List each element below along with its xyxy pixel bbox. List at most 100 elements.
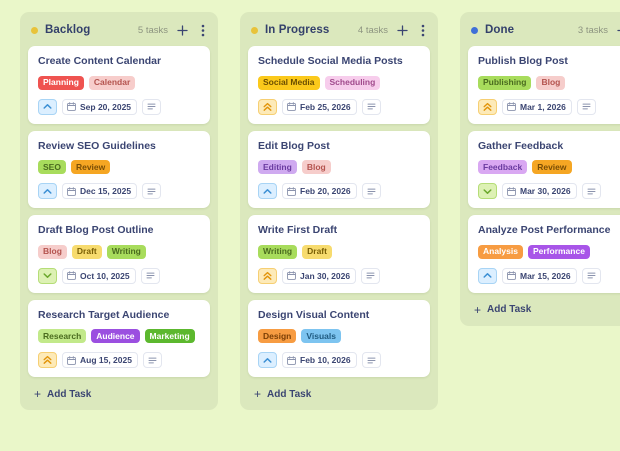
due-date-chip[interactable]: Jan 30, 2026 [282,267,357,284]
chevrons-up-icon[interactable] [258,98,277,115]
task-meta: Mar 15, 2026 [478,267,620,284]
description-lines-icon[interactable] [581,183,601,200]
tag-badge[interactable]: Performance [527,244,590,259]
description-lines-icon[interactable] [576,98,596,115]
due-date-text: Mar 30, 2026 [520,186,571,197]
plus-icon: + [474,302,482,317]
tag-badge[interactable]: Scheduling [324,75,381,90]
tag-badge[interactable]: Editing [258,160,297,175]
tag-badge[interactable]: Draft [71,244,102,259]
add-task-button[interactable]: + Add Task [28,386,210,401]
column-status-dot [251,26,258,34]
task-card[interactable]: Analyze Post Performance Analysis Performa… [468,215,620,293]
task-card[interactable]: Edit Blog Post Editing Blog Feb 20, 2026 [248,130,430,209]
add-task-label: Add Task [487,304,532,316]
tag-badge[interactable]: Audience [91,329,140,344]
task-card[interactable]: Schedule Social Media Posts Social Media S… [248,46,430,124]
chevrons-up-icon[interactable] [478,98,497,115]
tag-badge[interactable]: Feedback [478,160,528,175]
description-lines-icon[interactable] [142,183,162,200]
column-header: Backlog 5 tasks [28,21,210,37]
task-card[interactable]: Gather Feedback Feedback Review Mar 30, 202… [468,130,620,209]
calendar-icon [287,102,296,112]
chevron-up-icon[interactable] [258,183,277,200]
task-title: Design Visual Content [258,308,370,321]
task-card[interactable]: Write First Draft Writing Draft Jan 30, 202… [248,215,430,293]
due-date-chip[interactable]: Feb 10, 2026 [282,352,357,369]
column-header: Done 3 tasks [468,21,620,37]
tag-badge[interactable]: Research [38,329,87,344]
due-date-chip[interactable]: Aug 15, 2025 [62,352,138,369]
task-card[interactable]: Publish Blog Post Publishing Blog Mar 1, 20… [468,46,620,124]
description-lines-icon[interactable] [361,267,381,284]
chevron-up-icon[interactable] [478,267,497,284]
task-meta: Sep 20, 2025 [38,98,201,115]
description-lines-icon[interactable] [361,98,381,115]
chevron-down-icon[interactable] [38,267,57,284]
due-date-chip[interactable]: Sep 20, 2025 [62,98,138,115]
tag-list: Editing Blog [258,160,421,175]
task-meta: Mar 30, 2026 [478,183,620,200]
tag-badge[interactable]: Draft [302,244,332,259]
chevron-up-icon[interactable] [38,183,57,200]
due-date-chip[interactable]: Dec 15, 2025 [62,183,138,200]
due-date-chip[interactable]: Feb 25, 2026 [282,98,357,115]
chevron-down-icon[interactable] [478,183,497,200]
task-title: Publish Blog Post [478,55,568,67]
chevron-up-icon[interactable] [258,352,277,369]
task-card[interactable]: Draft Blog Post Outline Blog Draft Writing O… [28,215,210,293]
description-lines-icon[interactable] [361,183,381,200]
tag-badge[interactable]: Review [532,160,572,175]
tag-badge[interactable]: Design [258,329,297,344]
more-vertical-icon[interactable] [417,24,428,37]
column-backlog: Backlog 5 tasks Create Content Calendar Pla… [20,12,218,411]
tag-badge[interactable]: Blog [536,75,566,90]
add-task-button[interactable]: + Add Task [248,386,430,401]
chevrons-up-icon[interactable] [258,267,277,284]
task-card[interactable]: Create Content Calendar Planning Calendar S… [28,46,210,124]
description-lines-icon[interactable] [140,267,160,284]
task-card[interactable]: Research Target Audience Research Audience… [28,299,210,378]
due-date-chip[interactable]: Mar 30, 2026 [502,183,577,200]
due-date-text: Mar 1, 2026 [520,101,566,112]
chevron-up-icon[interactable] [38,98,57,115]
due-date-chip[interactable]: Mar 15, 2026 [502,267,577,284]
plus-icon[interactable] [397,24,408,37]
tag-badge[interactable]: Marketing [144,329,195,344]
tag-badge[interactable]: Visuals [301,329,341,344]
task-meta: Jan 30, 2026 [258,267,421,284]
due-date-chip[interactable]: Oct 10, 2025 [62,267,136,284]
calendar-icon [287,186,296,196]
tag-badge[interactable]: Writing [258,244,298,259]
plus-icon[interactable] [177,24,188,37]
add-task-button[interactable]: + Add Task [468,302,620,317]
task-card[interactable]: Review SEO Guidelines SEO Review Dec 15, 20… [28,130,210,209]
calendar-icon [67,356,76,365]
due-date-chip[interactable]: Feb 20, 2026 [282,183,357,200]
description-lines-icon[interactable] [581,267,601,284]
task-card[interactable]: Design Visual Content Design Visuals Feb 10… [248,299,430,378]
calendar-icon [287,271,296,281]
description-lines-icon[interactable] [142,98,162,115]
tag-badge[interactable]: Writing [106,244,146,259]
tag-badge[interactable]: SEO [38,160,66,175]
task-title: Review SEO Guidelines [38,139,156,152]
task-title: Write First Draft [258,224,338,237]
task-title: Create Content Calendar [38,55,162,67]
chevrons-up-icon[interactable] [38,352,57,369]
description-lines-icon[interactable] [361,352,381,369]
more-vertical-icon[interactable] [197,24,208,37]
tag-badge[interactable]: Review [70,160,111,175]
tag-badge[interactable]: Social Media [258,75,320,90]
description-lines-icon[interactable] [142,352,162,369]
calendar-icon [507,271,516,281]
tag-badge[interactable]: Analysis [478,244,523,259]
due-date-chip[interactable]: Mar 1, 2026 [502,98,572,115]
tag-badge[interactable]: Calendar [88,75,136,90]
tag-badge[interactable]: Blog [301,160,331,175]
tag-badge[interactable]: Publishing [478,75,532,90]
due-date-text: Feb 10, 2026 [300,355,351,366]
tag-badge[interactable]: Blog [38,244,67,259]
tag-badge[interactable]: Planning [38,75,84,90]
due-date-text: Oct 10, 2025 [80,270,130,281]
